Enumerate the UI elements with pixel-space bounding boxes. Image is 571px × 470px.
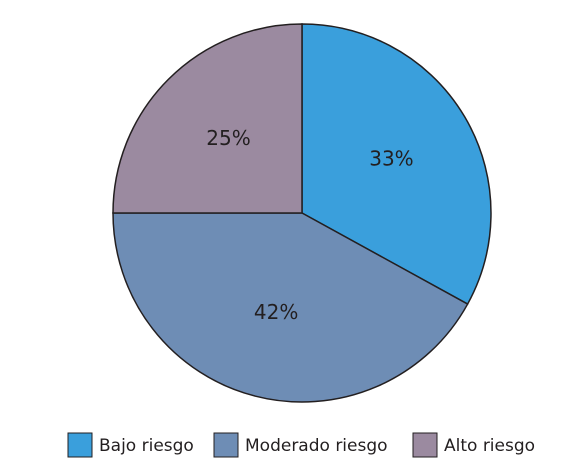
- legend-label: Moderado riesgo: [245, 436, 388, 456]
- slice-label: 42%: [254, 300, 298, 324]
- pie-slice: [301, 23, 492, 306]
- legend-swatch: [213, 432, 239, 458]
- legend-label: Bajo riesgo: [99, 436, 194, 456]
- legend-label: Alto riesgo: [444, 436, 535, 456]
- pie-slice: [112, 23, 303, 214]
- slice-label: 33%: [369, 147, 413, 171]
- pie-slice: [112, 212, 469, 403]
- legend-swatch: [67, 432, 93, 458]
- legend-swatch: [412, 432, 438, 458]
- slice-label: 25%: [206, 126, 250, 150]
